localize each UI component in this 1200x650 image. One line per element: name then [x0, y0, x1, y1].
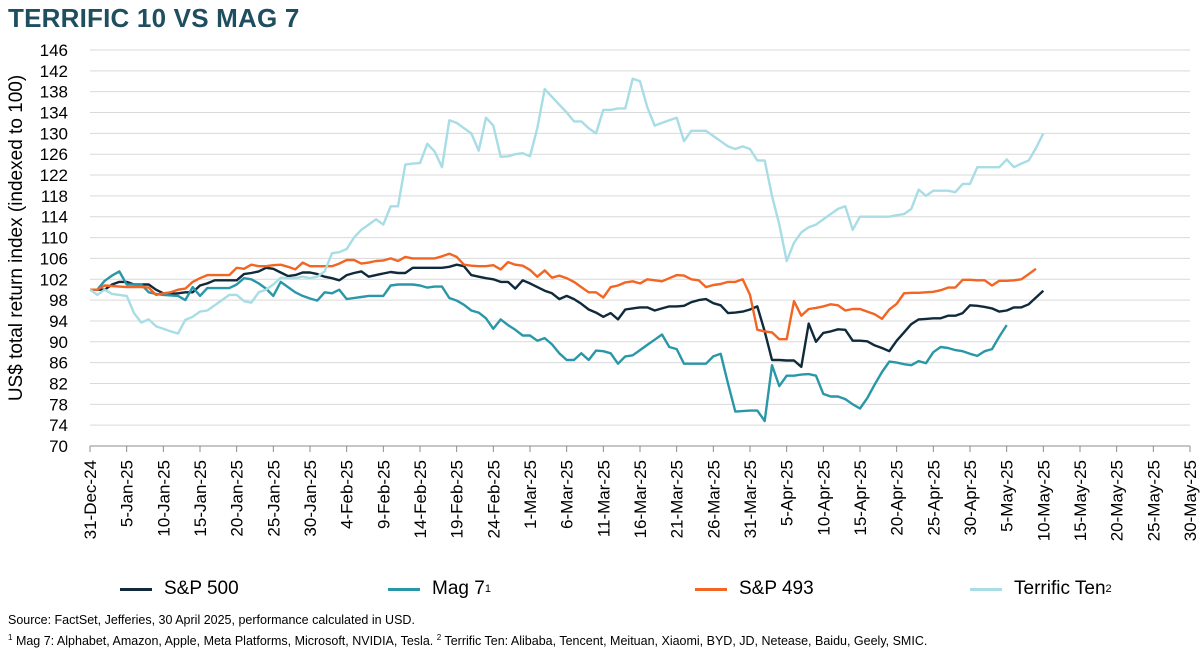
x-tick-label: 1-Mar-25 — [521, 460, 540, 529]
x-tick-label: 14-Feb-25 — [411, 460, 430, 538]
x-tick-label: 15-Jan-25 — [191, 460, 210, 537]
x-tick-label: 11-Mar-25 — [594, 460, 613, 537]
x-tick-label: 5-May-25 — [998, 460, 1017, 532]
x-tick-label: 30-Jan-25 — [301, 460, 320, 537]
definitions-note: 1 Mag 7: Alphabet, Amazon, Apple, Meta P… — [8, 629, 927, 650]
legend-swatch — [970, 587, 1002, 591]
x-tick-label: 19-Feb-25 — [448, 460, 467, 538]
y-tick-label: 122 — [40, 166, 68, 185]
y-tick-label: 86 — [49, 354, 68, 373]
x-tick-label: 31-Mar-25 — [741, 460, 760, 538]
footnote-mag7: Mag 7: Alphabet, Amazon, Apple, Meta Pla… — [15, 634, 434, 649]
x-tick-label: 6-Mar-25 — [558, 460, 577, 529]
x-tick-label: 10-May-25 — [1034, 460, 1053, 541]
x-tick-label: 20-May-25 — [1108, 460, 1127, 541]
legend-footnote-marker: 1 — [484, 583, 491, 595]
legend-item-terrific-ten: Terrific Ten 2 — [970, 578, 1112, 600]
y-tick-label: 94 — [49, 312, 68, 331]
series-line-s-p-500 — [90, 263, 1045, 368]
y-tick-label: 74 — [49, 416, 68, 435]
y-tick-label: 98 — [49, 291, 68, 310]
x-tick-label: 15-May-25 — [1071, 460, 1090, 541]
y-tick-label: 146 — [40, 41, 68, 60]
series-line-terrific-ten — [89, 77, 1045, 335]
x-tick-label: 30-May-25 — [1181, 460, 1200, 541]
y-tick-label: 118 — [41, 187, 68, 206]
legend-swatch — [388, 587, 420, 591]
legend-item-s-p-500: S&P 500 — [120, 578, 239, 600]
y-tick-label: 110 — [41, 229, 68, 248]
x-tick-label: 25-May-25 — [1144, 460, 1163, 541]
x-tick-label: 20-Jan-25 — [228, 460, 247, 537]
legend-label: S&P 493 — [739, 578, 814, 599]
y-tick-label: 78 — [49, 395, 68, 414]
x-tick-label: 30-Apr-25 — [961, 460, 980, 536]
chart-title: TERRIFIC 10 VS MAG 7 — [8, 3, 300, 33]
x-tick-label: 20-Apr-25 — [888, 460, 907, 536]
x-tick-label: 16-Mar-25 — [631, 460, 650, 538]
series-line-s-p-493 — [90, 252, 1037, 341]
x-tick-label: 24-Feb-25 — [484, 460, 503, 538]
y-tick-label: 134 — [40, 104, 68, 123]
x-tick-label: 9-Feb-25 — [374, 460, 393, 529]
legend-label: Terrific Ten — [1014, 578, 1106, 599]
y-tick-label: 70 — [49, 437, 68, 456]
series-line-mag-7 — [90, 270, 1008, 423]
x-axis: 31-Dec-24 5-Jan-25 10-Jan-25 15-Jan-25 20-Ja… — [81, 445, 1200, 541]
legend-item-s-p-493: S&P 493 — [695, 578, 814, 600]
x-tick-label: 26-Mar-25 — [704, 460, 723, 538]
x-tick-label: 25-Jan-25 — [264, 460, 283, 537]
x-tick-label: 31-Dec-24 — [81, 460, 100, 539]
legend-swatch — [695, 587, 727, 591]
footnote-marker-1: 1 — [8, 633, 13, 642]
series-lines — [89, 77, 1045, 423]
legend-footnote-marker: 2 — [1105, 583, 1112, 595]
x-tick-label: 5-Jan-25 — [118, 460, 137, 527]
y-tick-label: 130 — [40, 124, 68, 143]
source-note: Source: FactSet, Jefferies, 30 April 202… — [8, 613, 415, 627]
x-tick-label: 5-Apr-25 — [778, 460, 797, 526]
x-tick-label: 10-Jan-25 — [154, 460, 173, 537]
grid-lines — [90, 49, 1190, 447]
y-tick-label: 142 — [40, 62, 68, 81]
y-tick-label: 102 — [40, 270, 68, 289]
footnote-marker-2: 2 — [436, 633, 442, 642]
legend-label: Mag 7 — [432, 578, 485, 599]
footnote-terrific-ten: Terrific Ten: Alibaba, Tencent, Meituan,… — [444, 634, 928, 649]
y-tick-label: 114 — [41, 208, 68, 227]
footnotes: Source: FactSet, Jefferies, 30 April 202… — [8, 612, 927, 650]
x-tick-label: 25-Apr-25 — [924, 460, 943, 536]
legend-label: S&P 500 — [164, 578, 239, 599]
x-tick-label: 10-Apr-25 — [814, 460, 833, 536]
legend: S&P 500 Mag 7 1 S&P 493 Terrific Ten 2 — [120, 578, 1120, 604]
x-tick-label: 21-Mar-25 — [668, 460, 687, 538]
legend-swatch — [120, 587, 152, 591]
y-tick-label: 126 — [40, 145, 68, 164]
y-tick-label: 138 — [40, 83, 68, 102]
y-axis-label: US$ total return index (indexed to 100) — [6, 75, 27, 401]
y-tick-label: 90 — [49, 333, 68, 352]
y-tick-label: 82 — [49, 374, 68, 393]
y-tick-label: 106 — [40, 249, 68, 268]
x-tick-label: 4-Feb-25 — [338, 460, 357, 529]
x-tick-label: 15-Apr-25 — [851, 460, 870, 536]
